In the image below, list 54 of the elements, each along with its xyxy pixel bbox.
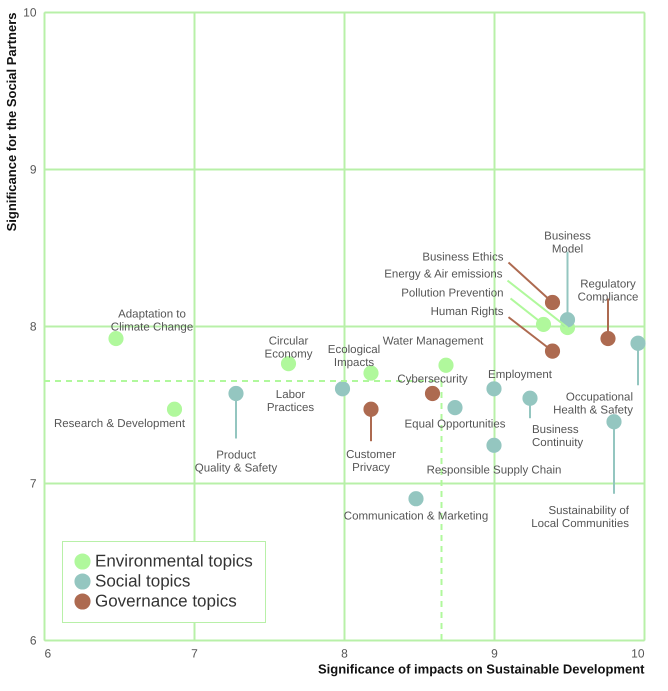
point	[544, 344, 560, 359]
annotation: Water Management	[382, 335, 484, 348]
annotation: Ecological Impacts	[328, 344, 380, 370]
annotation: Energy & Air emissions	[384, 268, 503, 281]
point	[600, 330, 616, 346]
annotation: Occupational Health & Safety	[553, 391, 634, 416]
point	[408, 491, 424, 506]
x-tick-label: 7	[191, 646, 198, 660]
point	[486, 381, 502, 396]
legend-label: Environmental topics	[95, 552, 253, 570]
legend-label: Social topics	[95, 572, 190, 590]
point	[536, 316, 552, 332]
annotation: Research & Development	[54, 418, 186, 430]
point	[363, 402, 379, 417]
y-tick-label: 8	[30, 320, 37, 334]
annotation: Labor Practices	[266, 388, 314, 414]
annotation: Circular Economy	[264, 336, 313, 361]
annotation: Sustainability of Local Communities	[531, 504, 630, 530]
point	[438, 358, 454, 373]
point	[486, 438, 502, 453]
legend-label: Governance topics	[95, 592, 237, 610]
annotation: Business Continuity	[532, 424, 584, 450]
point	[630, 336, 646, 351]
annotation: Regulatory Compliance	[578, 278, 638, 304]
annotation: Business Model	[544, 230, 592, 256]
point	[108, 330, 124, 346]
annotation: Communication & Marketing	[344, 510, 488, 523]
x-tick-label: 9	[491, 646, 498, 660]
annotation: Equal Opportunities	[404, 418, 506, 431]
x-tick-label: 10	[631, 646, 645, 660]
point	[424, 386, 440, 402]
annotation: Customer Privacy	[346, 449, 396, 474]
annotation: Business Ethics	[422, 251, 504, 264]
y-tick-label: 10	[23, 6, 37, 20]
annotation: Adaptation to Climate Change	[110, 308, 194, 334]
annotation: Employment	[488, 368, 553, 381]
point	[166, 402, 182, 417]
point	[544, 294, 560, 310]
point	[447, 400, 463, 416]
y-tick-label: 7	[30, 476, 37, 490]
annotation: Cybersecurity	[397, 374, 468, 386]
x-tick-label: 6	[44, 646, 52, 660]
annotation: Pollution Prevention	[401, 287, 504, 300]
point	[228, 386, 244, 402]
y-tick-label: 6	[30, 634, 37, 648]
annotation: Human Rights	[430, 306, 504, 318]
point	[334, 381, 350, 396]
x-axis-title: Significance of impacts on Sustainable Development	[318, 662, 646, 676]
annotation: Product Quality & Safety	[194, 450, 278, 475]
point	[522, 390, 538, 406]
y-axis-title: Significance for the Social Partners	[4, 12, 20, 232]
annotation: Responsible Supply Chain	[426, 464, 562, 476]
x-tick-label: 8	[341, 646, 348, 660]
y-tick-label: 9	[30, 162, 37, 176]
